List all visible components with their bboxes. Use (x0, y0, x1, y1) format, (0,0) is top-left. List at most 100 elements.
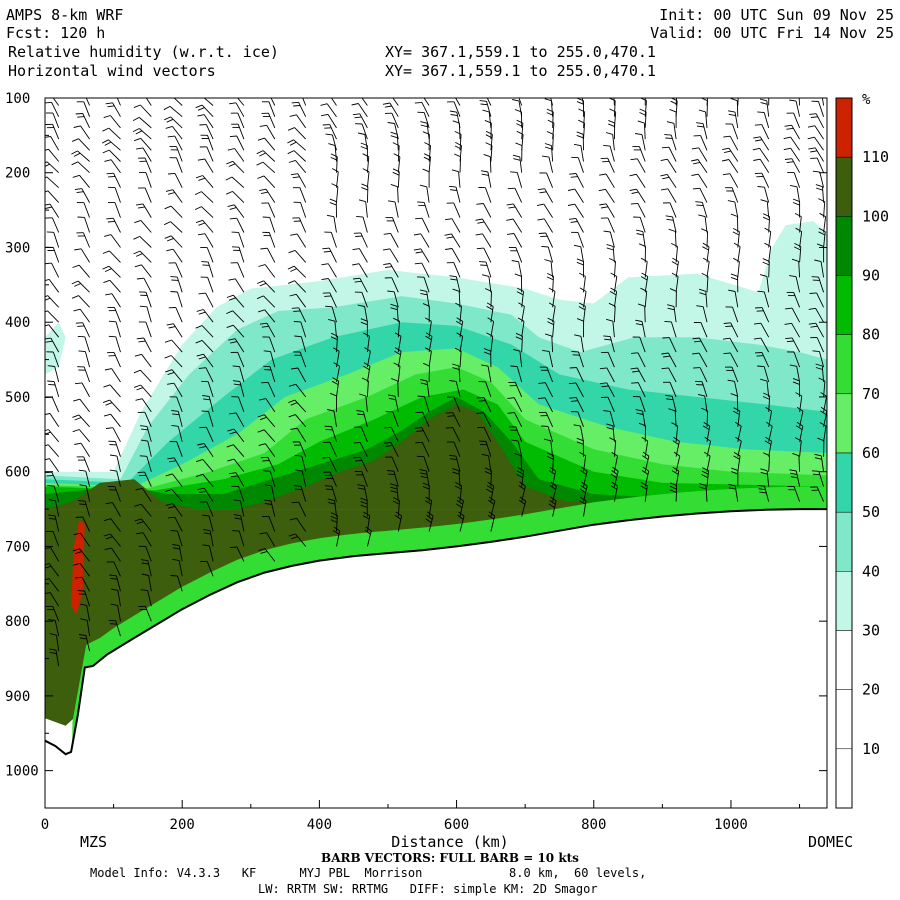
barb-flag (537, 188, 545, 191)
barb-shaft (109, 280, 121, 293)
barb-shaft (79, 548, 90, 562)
barb-flag (48, 383, 56, 386)
barb-shaft (174, 516, 183, 532)
barb-flag (290, 367, 298, 370)
barb-flag (546, 455, 554, 460)
barb-flag (197, 443, 205, 446)
barb-shaft (639, 217, 646, 233)
colorbar-bin (835, 630, 853, 690)
barb-shaft (46, 176, 60, 189)
barb-shaft (552, 123, 555, 140)
barb-flag (445, 218, 453, 221)
barb-flag (416, 430, 424, 432)
barb-flag (325, 305, 333, 308)
barb-flag (415, 441, 423, 444)
barb-shaft (732, 306, 739, 323)
barb-flag (789, 469, 797, 472)
barb-flag (229, 546, 237, 549)
barb-flag (452, 468, 460, 472)
barb-flag (103, 115, 111, 119)
barb-shaft (51, 102, 60, 117)
barb-flag (704, 451, 711, 457)
barb-flag (692, 337, 700, 340)
barb-shaft (798, 261, 801, 278)
barb-flag (455, 482, 462, 487)
barb-flag (196, 473, 203, 478)
barb-shaft (51, 472, 60, 487)
barb-flag (422, 362, 430, 367)
barb-flag (413, 248, 421, 251)
barb-shaft (397, 186, 399, 203)
barb-shaft (544, 188, 553, 203)
colorbar-bin (835, 334, 853, 395)
barb-flag (449, 110, 457, 113)
barb-flag (329, 392, 337, 397)
barb-shaft (362, 411, 368, 427)
barb-shaft (296, 518, 307, 532)
barb-shaft (798, 455, 801, 472)
barb-shaft (483, 203, 492, 218)
barb-flag (72, 548, 80, 552)
barb-shaft (208, 545, 214, 562)
barb-flag (323, 250, 331, 253)
barb-flag (507, 187, 515, 190)
barb-shaft (172, 473, 183, 487)
barb-flag (331, 380, 339, 385)
barb-shaft (702, 123, 708, 140)
barb-flag (260, 550, 268, 554)
barb-flag (389, 483, 397, 487)
barb-flag (164, 235, 172, 239)
barb-flag (757, 186, 765, 188)
barb-shaft (483, 397, 492, 413)
barb-flag (481, 364, 489, 367)
barb-shaft (358, 103, 368, 117)
barb-shaft (237, 396, 245, 413)
barb-shaft (816, 157, 825, 173)
barb-shaft (764, 187, 770, 203)
barb-shaft (170, 221, 183, 233)
barb-flag (420, 475, 428, 479)
barb-shaft (237, 112, 245, 129)
barb-shaft (606, 382, 615, 398)
barb-flag (603, 230, 611, 233)
barb-shaft (148, 575, 152, 592)
barb-flag (164, 339, 172, 343)
barb-flag (812, 170, 820, 173)
barb-shaft (423, 98, 430, 106)
barb-shaft (111, 368, 121, 383)
barb-flag (172, 558, 180, 562)
barb-flag (257, 137, 265, 141)
barb-shaft (140, 369, 152, 383)
barb-shaft (50, 136, 60, 151)
barb-shaft (54, 366, 60, 383)
barb-flag (796, 406, 804, 412)
barb-shaft (360, 232, 368, 248)
barb-flag (135, 398, 143, 401)
barb-flag (103, 518, 111, 522)
barb-flag (516, 130, 524, 135)
barb-shaft (238, 232, 245, 248)
barb-shaft (547, 426, 554, 442)
barb-flag (642, 466, 649, 472)
barb-shaft (201, 340, 214, 353)
barb-shaft (728, 147, 739, 162)
barb-shaft (459, 351, 462, 368)
barb-flag (763, 213, 770, 218)
barb-shaft (201, 325, 214, 338)
barb-flag (323, 95, 330, 97)
barb-shaft (421, 427, 430, 443)
barb-flag (413, 233, 421, 236)
barb-shaft (421, 442, 430, 457)
barb-shaft (668, 367, 677, 383)
barb-flag (419, 469, 427, 472)
barb-shaft (424, 396, 430, 413)
barb-flag (294, 335, 302, 338)
y-tick-label: 500 (5, 390, 30, 406)
colorbar-bin (835, 275, 853, 335)
barb-flag (194, 206, 202, 211)
barb-flag (420, 121, 428, 124)
barb-flag (226, 190, 233, 195)
barb-flag (638, 422, 646, 427)
barb-shaft (81, 576, 90, 592)
barb-flag (45, 297, 51, 301)
